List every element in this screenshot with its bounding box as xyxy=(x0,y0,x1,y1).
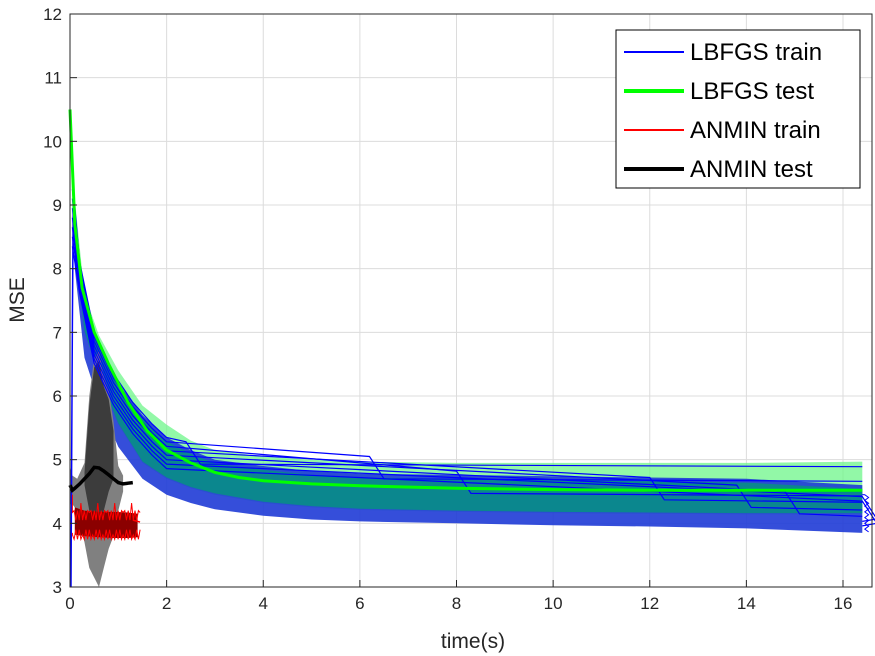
legend-label-anmin-test: ANMIN test xyxy=(690,156,813,183)
lbfgs-train-run-line xyxy=(71,179,863,468)
y-tick-label: 9 xyxy=(53,196,62,215)
x-tick-label: 12 xyxy=(640,594,659,613)
y-tick-label: 10 xyxy=(43,132,62,151)
x-tick-label: 0 xyxy=(65,594,74,613)
y-tick-label: 3 xyxy=(53,578,62,597)
x-axis-label: time(s) xyxy=(441,630,505,653)
x-tick-label: 8 xyxy=(452,594,461,613)
plot-frame xyxy=(69,13,873,588)
anmin-train-tail xyxy=(132,519,141,523)
legend-label-lbfgs-test: LBFGS test xyxy=(690,78,814,105)
lbfgs-train-end-noise xyxy=(862,494,870,533)
lbfgs-train-run-line xyxy=(71,236,875,522)
anmin-test-band-core xyxy=(84,361,114,530)
x-axis-ticks: 0 2 4 6 8 10 12 14 16 xyxy=(65,580,852,613)
x-tick-label: 14 xyxy=(737,594,756,613)
lbfgs-train-run-line xyxy=(71,227,863,517)
anmin-test-mean-line xyxy=(68,465,134,493)
lbfgs-test-mean-line xyxy=(68,109,863,492)
anmin-train-lower-line xyxy=(71,529,141,542)
anmin-train-upper-line xyxy=(71,494,141,521)
y-tick-label: 5 xyxy=(53,451,62,470)
legend: LBFGS train LBFGS test ANMIN train ANMIN… xyxy=(615,29,861,189)
legend-label-anmin-train: ANMIN train xyxy=(690,117,821,144)
legend-label-lbfgs-train: LBFGS train xyxy=(690,39,822,66)
anmin-train-band xyxy=(74,507,138,538)
y-tick-label: 4 xyxy=(53,514,62,533)
x-tick-label: 4 xyxy=(259,594,268,613)
y-tick-label: 11 xyxy=(44,69,62,88)
mean-lines xyxy=(68,109,863,493)
lbfgs-train-run-line xyxy=(71,246,875,527)
x-tick-label: 10 xyxy=(544,594,563,613)
y-tick-label: 7 xyxy=(53,323,62,342)
legend-box xyxy=(615,29,861,189)
y-axis-label: MSE xyxy=(6,277,29,323)
lbfgs-train-run-line xyxy=(71,217,863,511)
y-axis-ticks: 3 4 5 6 7 8 9 10 11 12 xyxy=(43,5,77,597)
y-tick-label: 6 xyxy=(53,387,62,406)
x-tick-label: 2 xyxy=(162,594,171,613)
x-tick-label: 6 xyxy=(355,594,364,613)
y-tick-label: 8 xyxy=(53,260,62,279)
y-tick-label: 12 xyxy=(43,5,62,24)
x-tick-label: 16 xyxy=(834,594,853,613)
